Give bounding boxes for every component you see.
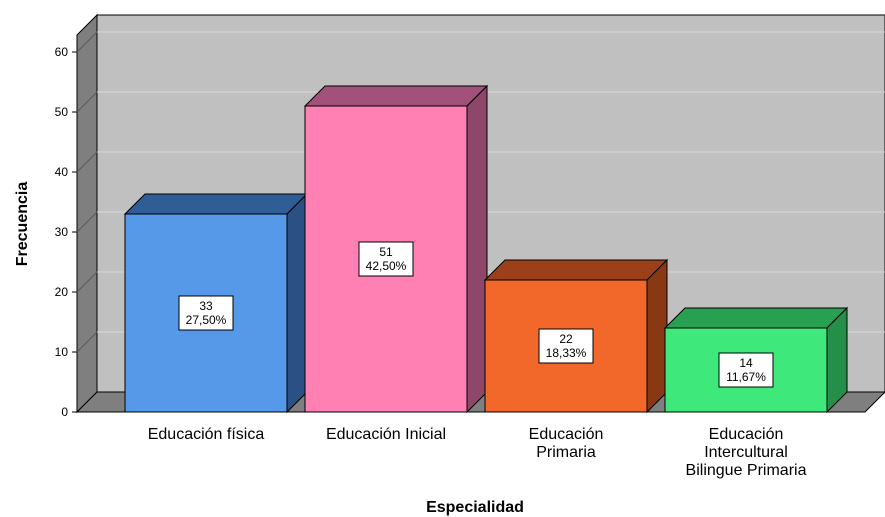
bar-side xyxy=(646,258,668,414)
data-label-box xyxy=(718,352,774,388)
y-tick-label: 60 xyxy=(55,45,69,59)
data-label-count: 33 xyxy=(199,299,213,313)
x-axis-title: Especialidad xyxy=(426,499,524,516)
gridline-side xyxy=(76,331,98,353)
x-category-line: Bilingue Primaria xyxy=(686,462,807,479)
x-category-line: Educación xyxy=(529,426,604,443)
x-category-line: Primaria xyxy=(536,444,596,461)
bar-top xyxy=(303,85,489,107)
x-category-label: Educación Inicial xyxy=(326,426,446,443)
bar-side xyxy=(466,84,488,414)
data-label-percent: 27,50% xyxy=(186,313,227,327)
x-axis-labels: Educación física Educación Inicial Educaci… xyxy=(148,426,807,479)
y-tick-label: 50 xyxy=(55,105,69,119)
gridline-side xyxy=(76,91,98,113)
bar-top xyxy=(663,307,849,329)
gridline-side xyxy=(76,31,98,53)
gridline-side xyxy=(76,211,98,233)
data-label-box xyxy=(358,241,414,277)
bar-top xyxy=(123,193,309,215)
x-category-label: Educación física xyxy=(148,426,265,443)
y-tick-label: 10 xyxy=(55,345,69,359)
x-category-line: Educación Inicial xyxy=(326,426,446,443)
left-wall xyxy=(76,13,98,414)
x-category-label: Educación Primaria xyxy=(529,426,604,461)
y-tick-label: 20 xyxy=(55,285,69,299)
x-category-label: Educación Intercultural Bilingue Primaria xyxy=(686,426,807,479)
data-label-percent: 18,33% xyxy=(546,346,587,360)
data-label-count: 22 xyxy=(559,332,573,346)
data-label-percent: 42,50% xyxy=(366,259,407,273)
x-category-line: Educación física xyxy=(148,426,265,443)
data-label-box xyxy=(538,328,594,364)
bar-side xyxy=(286,192,308,414)
data-label-box xyxy=(178,295,234,331)
x-category-line: Educación xyxy=(709,426,784,443)
y-axis: 0 10 20 30 40 50 60 xyxy=(55,45,77,419)
gridline-side xyxy=(76,151,98,173)
bar-top xyxy=(483,259,669,281)
y-tick-label: 30 xyxy=(55,225,69,239)
y-tick-label: 0 xyxy=(61,405,68,419)
x-category-line: Intercultural xyxy=(704,444,788,461)
data-label-count: 51 xyxy=(379,245,393,259)
y-axis-title: Frecuencia xyxy=(14,182,31,267)
gridlines xyxy=(76,31,885,353)
data-label-percent: 11,67% xyxy=(726,370,766,384)
data-label-count: 14 xyxy=(739,356,753,370)
gridline-side xyxy=(76,271,98,293)
y-tick-label: 40 xyxy=(55,165,69,179)
